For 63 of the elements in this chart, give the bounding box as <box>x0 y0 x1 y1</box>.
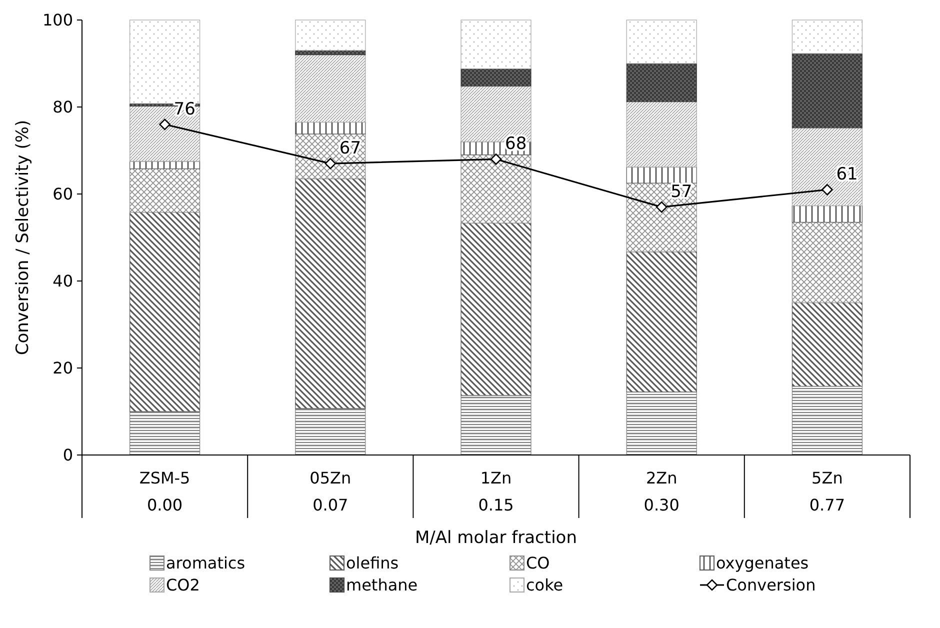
bar <box>792 20 862 54</box>
point <box>656 201 668 213</box>
y-tick-label: 100 <box>42 10 73 30</box>
point <box>324 158 336 170</box>
bar <box>626 20 697 64</box>
y-axis-title: Conversion / Selectivity (%) <box>12 120 33 356</box>
x-tick-label: 1Zn <box>480 468 512 488</box>
x-tick-label: ZSM-5 <box>139 468 190 488</box>
bar <box>130 411 200 456</box>
legend-label: Conversion <box>726 576 816 595</box>
legend-label: methane <box>346 576 418 595</box>
bar <box>626 166 697 184</box>
bar <box>460 395 532 456</box>
bar <box>295 408 366 456</box>
point <box>822 184 833 196</box>
y-tick-label: 20 <box>52 358 73 378</box>
x-tick-label: 05Zn <box>310 468 352 488</box>
bar <box>792 128 862 206</box>
y-tick-label: 80 <box>52 98 73 117</box>
bar <box>626 252 697 392</box>
bar <box>792 205 862 223</box>
text: 0.00 <box>146 496 183 515</box>
data-label: 68 <box>505 134 527 154</box>
bar <box>295 122 366 134</box>
legend-label: olefins <box>346 554 399 573</box>
text: 0.30 <box>644 496 680 515</box>
text: 0.07 <box>312 496 348 515</box>
x-tick-label: 5Zn <box>812 468 843 488</box>
x-axis-title: M/Al molar fraction <box>415 528 577 548</box>
bar <box>295 178 366 409</box>
bar <box>130 212 200 412</box>
bar <box>626 101 697 168</box>
y-tick-label: 0 <box>62 446 73 465</box>
bar <box>626 63 697 102</box>
bar <box>460 154 532 224</box>
bar <box>792 53 862 128</box>
data-label: 67 <box>339 138 362 159</box>
bar <box>792 386 862 456</box>
bar <box>792 222 862 304</box>
legend-label: CO <box>526 554 550 573</box>
legend-label: aromatics <box>166 554 246 573</box>
text: 0.15 <box>478 496 514 515</box>
bar <box>295 20 366 51</box>
bar <box>130 168 200 213</box>
y-tick-label: 40 <box>52 272 73 291</box>
x-tick-label: 2Zn <box>646 468 678 488</box>
bar <box>295 54 366 123</box>
bar <box>460 20 532 70</box>
legend-label: CO2 <box>166 576 200 595</box>
data-label: 57 <box>670 182 692 202</box>
bar <box>626 182 697 252</box>
legend-label: coke <box>526 576 564 595</box>
legend-label: oxygenates <box>716 554 809 573</box>
point <box>490 154 502 165</box>
y-tick-label: 60 <box>52 184 73 204</box>
bar <box>130 161 200 170</box>
data-label: 61 <box>836 164 858 185</box>
bar <box>460 68 532 86</box>
bar <box>460 222 532 396</box>
bar <box>626 392 697 456</box>
point <box>159 118 170 130</box>
text: 0.77 <box>809 496 846 515</box>
bar <box>792 302 862 387</box>
